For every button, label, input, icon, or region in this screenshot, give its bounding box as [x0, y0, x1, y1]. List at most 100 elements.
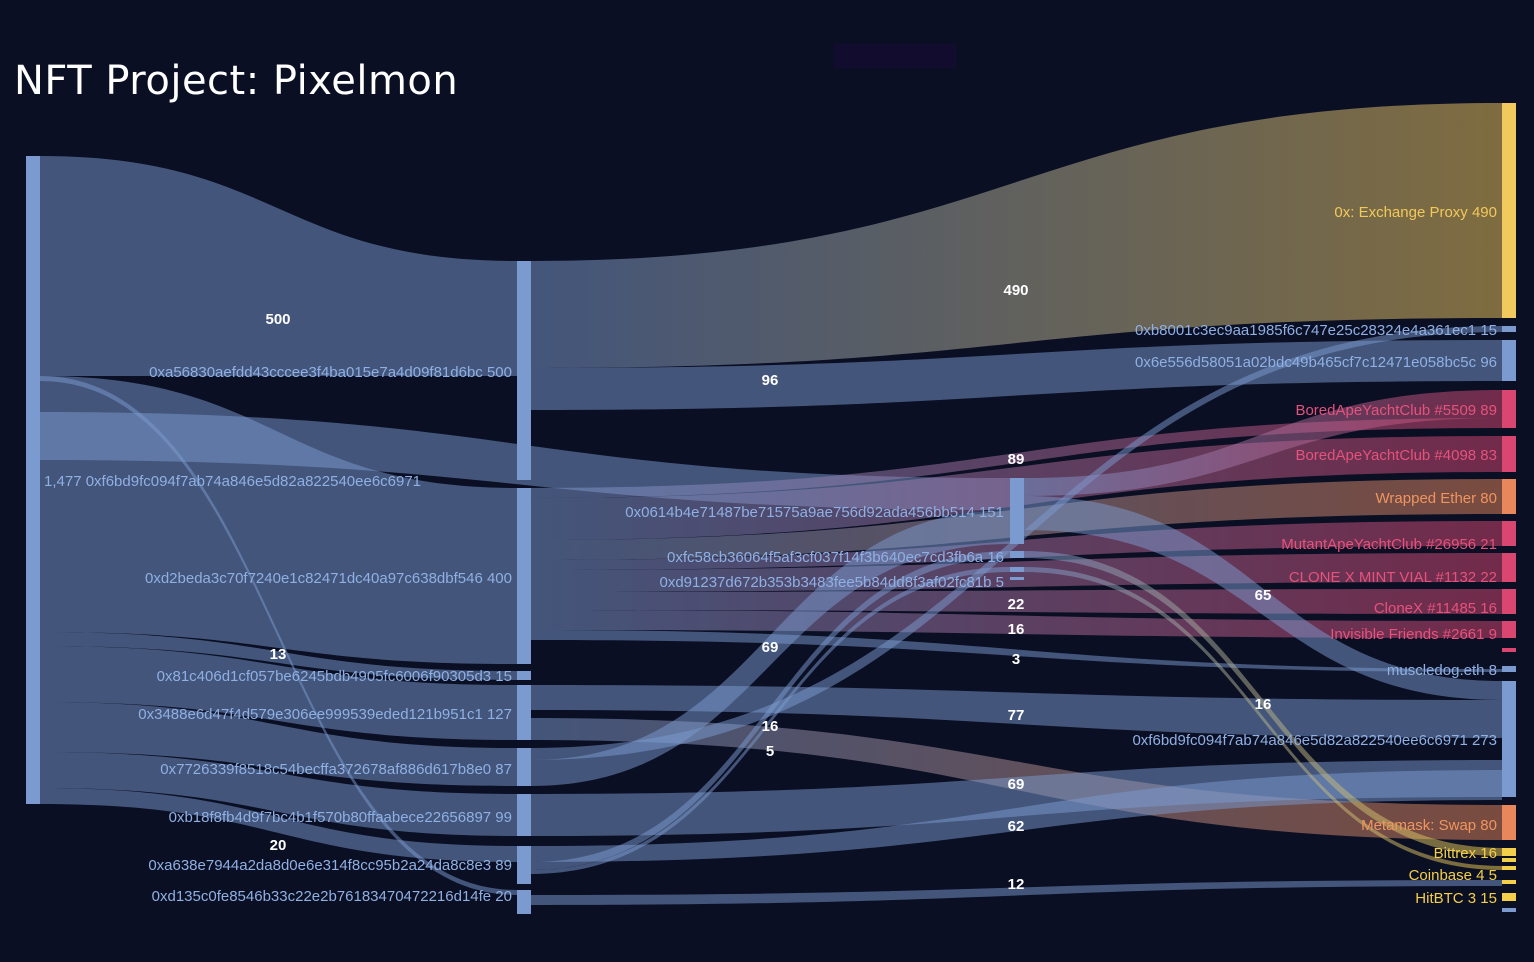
- node-label-hitbtc: HitBTC 3 15: [1415, 890, 1497, 907]
- link-src-81c4[interactable]: [40, 632, 517, 680]
- link-fc58-bittrex[interactable]: [1024, 551, 1502, 856]
- link-value-label: 13: [270, 646, 287, 663]
- link-d2be-invis[interactable]: [531, 610, 1502, 638]
- link-src-3488[interactable]: [40, 646, 517, 740]
- node-label-bayc4098: BoredApeYachtClub #4098 83: [1295, 447, 1497, 464]
- node-bar-bayc4098[interactable]: [1502, 436, 1516, 472]
- node-label-muscle: muscledog.eth 8: [1387, 662, 1497, 679]
- node-label-b800: 0xb8001c3ec9aa1985f6c747e25c28324e4a361e…: [1135, 322, 1497, 339]
- node-bar-minor[interactable]: [1502, 908, 1516, 912]
- node-bar-bayc5509[interactable]: [1502, 390, 1516, 428]
- link-src-b18f[interactable]: [40, 752, 517, 836]
- node-label-6e55: 0x6e556d58051a02bdc49b465cf7c12471e058bc…: [1135, 354, 1497, 371]
- node-bar-weth[interactable]: [1502, 479, 1516, 514]
- node-bar-invis[interactable]: [1502, 621, 1516, 638]
- link-src-7726[interactable]: [40, 702, 517, 786]
- node-label-invis: Invisible Friends #2661 9: [1330, 626, 1497, 643]
- node-bar-clonex[interactable]: [1502, 589, 1516, 614]
- link-a638-fc58[interactable]: [531, 551, 1010, 870]
- node-bar-bittrex[interactable]: [1502, 848, 1516, 856]
- link-value-label: 89: [1008, 451, 1025, 468]
- link-value-label: 490: [1003, 282, 1028, 299]
- node-bar-0614[interactable]: [1010, 478, 1024, 544]
- link-d135-srcback[interactable]: [531, 880, 1502, 905]
- link-0614-srcback[interactable]: [1024, 496, 1502, 700]
- node-label-srcback: 0xf6bd9fc094f7ab74a846e5d82a822540ee6c69…: [1132, 732, 1497, 749]
- node-bar-a638[interactable]: [517, 846, 531, 884]
- link-a568-6e55[interactable]: [531, 340, 1502, 410]
- link-a638-srcback[interactable]: [531, 770, 1502, 862]
- link-value-label: 22: [1008, 596, 1025, 613]
- node-bar-d2be[interactable]: [517, 488, 531, 664]
- node-label-meta: Metamask: Swap 80: [1361, 817, 1497, 834]
- link-value-label: 77: [1008, 707, 1025, 724]
- link-d2be-clonevial[interactable]: [531, 553, 1502, 592]
- link-value-label: 3: [1012, 651, 1020, 668]
- link-value-label: 20: [270, 837, 287, 854]
- node-bar-d135[interactable]: [517, 890, 531, 914]
- link-value-label: 16: [1255, 696, 1272, 713]
- node-bar-fc58[interactable]: [1010, 551, 1024, 558]
- link-d2be-bayc5509[interactable]: [531, 418, 1502, 498]
- node-bar-b18f[interactable]: [517, 794, 531, 836]
- node-bar-src[interactable]: [26, 156, 40, 804]
- node-label-weth: Wrapped Ether 80: [1376, 490, 1497, 507]
- link-value-label: 65: [1255, 587, 1272, 604]
- node-bar-d912[interactable]: [1010, 567, 1024, 572]
- link-src-d135[interactable]: [40, 376, 517, 895]
- link-a568-ex[interactable]: [531, 103, 1502, 368]
- node-bar-7726[interactable]: [517, 748, 531, 786]
- node-bar-81c4[interactable]: [517, 671, 531, 680]
- node-bar-clonevial[interactable]: [1502, 553, 1516, 582]
- node-bar-coinbase[interactable]: [1502, 866, 1516, 870]
- link-7726-0614[interactable]: [531, 510, 1010, 786]
- node-bar-3488[interactable]: [517, 685, 531, 740]
- node-label-a638: 0xa638e7944a2da8d0e6e314f8cc95b2a24da8c8…: [148, 857, 512, 874]
- link-value-label: 16: [1008, 621, 1025, 638]
- link-0614-bayc5509[interactable]: [1024, 390, 1502, 496]
- link-value-label: 96: [762, 372, 779, 389]
- chart-title: NFT Project: Pixelmon: [14, 58, 459, 104]
- link-value-label: 5: [766, 743, 774, 760]
- node-label-a568: 0xa56830aefdd43cccee3f4ba015e7a4d09f81d6…: [149, 364, 512, 381]
- node-label-ex: 0x: Exchange Proxy 490: [1334, 204, 1497, 221]
- node-label-0614: 0x0614b4e71487be71575a9ae756d92ada456bb5…: [625, 504, 1004, 521]
- node-bar-mayc[interactable]: [1502, 521, 1516, 546]
- node-label-d912: 0xd91237d672b353b3483fee5b84dd8f3af02fc8…: [659, 574, 1004, 591]
- node-bar-minor[interactable]: [1502, 648, 1516, 652]
- link-a638-d912[interactable]: [531, 567, 1010, 874]
- node-bar-muscle[interactable]: [1502, 666, 1516, 672]
- node-bar-b800[interactable]: [1502, 326, 1516, 332]
- link-src-a568[interactable]: [40, 156, 517, 376]
- node-bar-ex[interactable]: [1502, 103, 1516, 318]
- node-label-clonevial: CLONE X MINT VIAL #1132 22: [1289, 569, 1497, 586]
- node-label-d2be: 0xd2beda3c70f7240e1c82471dc40a97c638dbf5…: [145, 570, 512, 587]
- node-bar-hitbtc[interactable]: [1502, 893, 1516, 901]
- node-bar-minor[interactable]: [1502, 880, 1516, 884]
- node-bar-a568[interactable]: [517, 261, 531, 480]
- node-label-bayc5509: BoredApeYachtClub #5509 89: [1295, 402, 1497, 419]
- node-label-bittrex: Bittrex 16: [1434, 845, 1497, 862]
- node-label-d135: 0xd135c0fe8546b33c22e2b76183470472216d14…: [152, 888, 512, 905]
- node-label-fc58: 0xfc58cb36064f5af3cf037f14f3b640ec7cd3fb…: [667, 549, 1004, 566]
- node-bar-minor[interactable]: [1010, 577, 1024, 580]
- link-src-a638[interactable]: [40, 788, 517, 862]
- node-label-mayc: MutantApeYachtClub #26956 21: [1281, 536, 1497, 553]
- node-bar-minor[interactable]: [1502, 858, 1516, 862]
- node-bar-meta[interactable]: [1502, 805, 1516, 840]
- node-label-clonex: CloneX #11485 16: [1374, 600, 1497, 617]
- link-value-label: 69: [762, 639, 779, 656]
- link-3488-srcback[interactable]: [531, 685, 1502, 738]
- node-bar-srcback[interactable]: [1502, 681, 1516, 797]
- node-bar-6e55[interactable]: [1502, 340, 1516, 381]
- link-d912-coinbase[interactable]: [1024, 567, 1502, 870]
- node-label-7726: 0x7726339f8518c54becffa372678af886d617b8…: [160, 761, 512, 778]
- top-bar-decoration: [834, 44, 956, 68]
- node-label-3488: 0x3488e6d47f4d579e306ee999539eded121b951…: [138, 706, 512, 723]
- link-value-label: 500: [265, 311, 290, 328]
- node-label-src: 1,477 0xf6bd9fc094f7ab74a846e5d82a822540…: [44, 473, 421, 490]
- link-value-label: 12: [1008, 876, 1025, 893]
- node-label-81c4: 0x81c406d1cf057be6245bdb4905fc6006f90305…: [157, 668, 512, 685]
- link-value-label: 69: [1008, 776, 1025, 793]
